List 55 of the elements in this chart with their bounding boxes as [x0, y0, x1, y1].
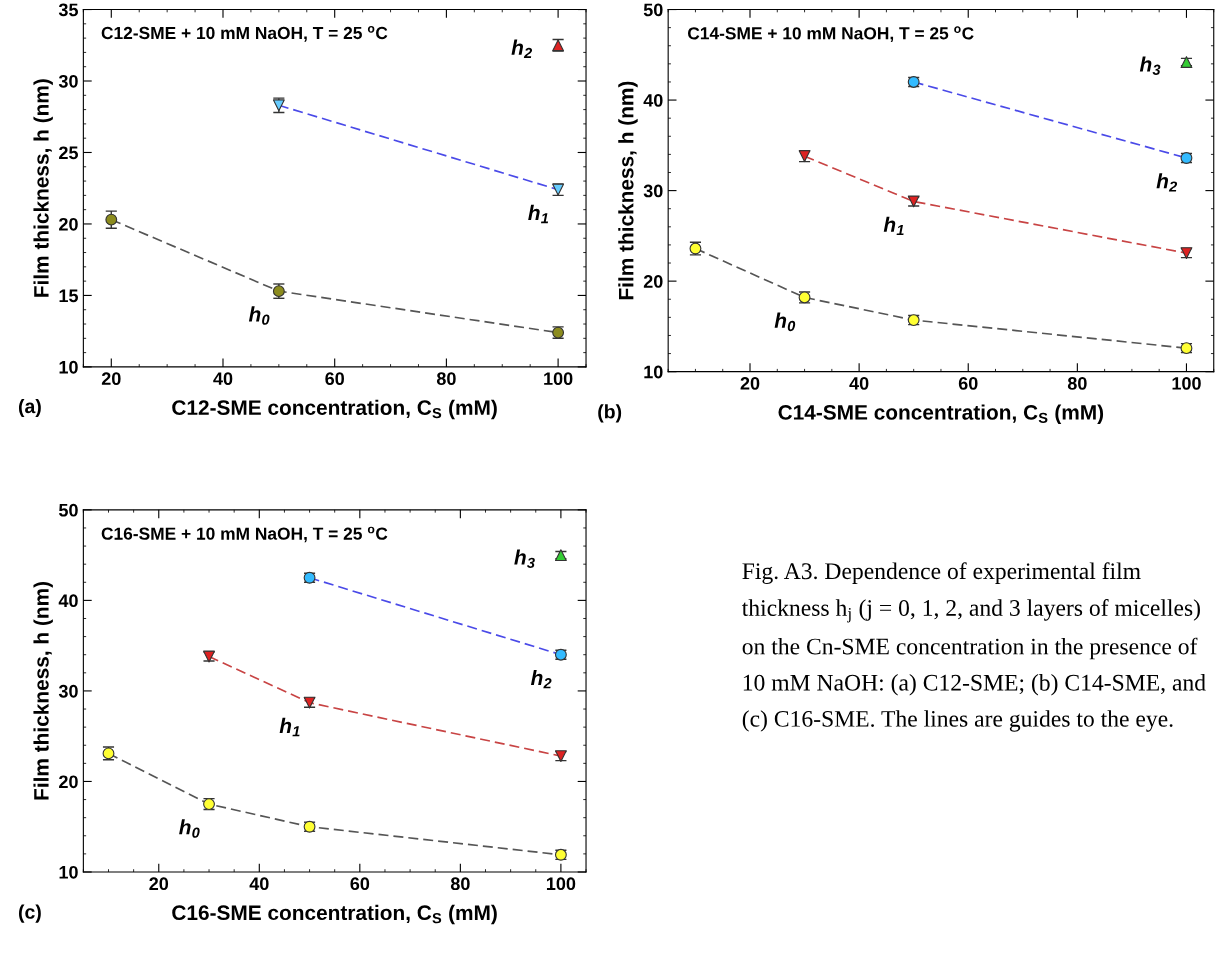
y-tick-label: 10 — [59, 865, 78, 879]
x-tick-label: 80 — [1067, 377, 1087, 390]
annotation: C14-SME + 10 mM NaOH, T = 25 $^{o}$C — [687, 26, 974, 42]
y-axis-title: Film thickness, h (nm) — [618, 81, 638, 300]
series-label: h$_{1}$ — [883, 216, 904, 236]
x-tick-label: 40 — [249, 877, 269, 891]
y-tick-label: 20 — [643, 275, 663, 288]
series-label: h$_{3}$ — [1139, 56, 1161, 75]
annotation: C12-SME + 10 mM NaOH, T = 25 $^{o}$C — [101, 26, 388, 42]
y-tick-label: 40 — [58, 594, 78, 608]
series-label: h$_{2}$ — [511, 39, 533, 59]
y-tick-label: 35 — [58, 3, 79, 17]
y-tick-label: 50 — [58, 503, 78, 517]
x-tick-label: 40 — [849, 377, 869, 390]
y-tick-label: 30 — [58, 684, 78, 698]
y-tick-label: 30 — [58, 74, 78, 88]
x-tick-label: 60 — [350, 877, 370, 891]
series-label: h$_{2}$ — [1156, 173, 1178, 192]
annotation: C16-SME + 10 mM NaOH, T = 25 $^{o}$C — [101, 526, 388, 543]
x-tick-label: 80 — [450, 877, 470, 891]
text: (c) — [18, 904, 41, 923]
series-label: h$_{1}$ — [279, 717, 300, 737]
series-label: h$_{0}$ — [774, 312, 796, 332]
text: (b) — [598, 404, 622, 423]
x-tick-label: 80 — [436, 372, 456, 386]
series-label: h$_{0}$ — [248, 306, 270, 325]
y-axis-title: Film thickness, h (nm) — [33, 79, 53, 297]
x-tick-label: 100 — [546, 877, 576, 891]
y-tick-label: 25 — [59, 146, 79, 160]
series-label: h$_{2}$ — [530, 669, 552, 689]
y-tick-label: 15 — [59, 289, 79, 303]
x-tick-label: 100 — [1172, 377, 1201, 390]
x-tick-label: 20 — [149, 877, 169, 891]
x-tick-label: 60 — [325, 372, 344, 386]
series-label: h$_{1}$ — [528, 204, 549, 224]
y-tick-label: 20 — [59, 217, 78, 231]
series-label: h$_{0}$ — [179, 819, 200, 838]
x-axis-title: C12-SME concentration, C$_{S}$ (mM) — [172, 399, 497, 420]
y-tick-label: 10 — [644, 365, 663, 379]
y-tick-label: 50 — [643, 3, 663, 17]
x-tick-label: 60 — [958, 377, 978, 390]
text: (a) — [18, 398, 41, 418]
caption: Fig. A3. Dependence of experimental film thickness h$_{j}$ (j = 0, 1, 2, and 3 layers of micelles) on the Cn-SME concentration in the presence of 10 mM NaOH: (a) C12-SME; (b) C14-SME, and (c) C16-SME. The lines are guides to the eye. — [741, 562, 1206, 732]
y-tick-label: 20 — [59, 775, 78, 789]
y-tick-label: 30 — [643, 184, 663, 198]
x-axis-title: C14-SME concentration, C$_{S}$ (mM) — [778, 404, 1104, 424]
y-tick-label: 10 — [59, 360, 78, 374]
x-axis-title: C16-SME concentration, C$_{S}$ (mM) — [172, 904, 497, 925]
x-tick-label: 20 — [740, 377, 760, 390]
y-tick-label: 40 — [643, 94, 663, 107]
y-axis-title: Film thickness, h (nm) — [33, 581, 53, 800]
series-label: h$_{3}$ — [514, 549, 535, 569]
x-tick-label: 40 — [213, 372, 233, 386]
x-tick-label: 20 — [101, 372, 121, 386]
x-tick-label: 100 — [544, 372, 573, 386]
